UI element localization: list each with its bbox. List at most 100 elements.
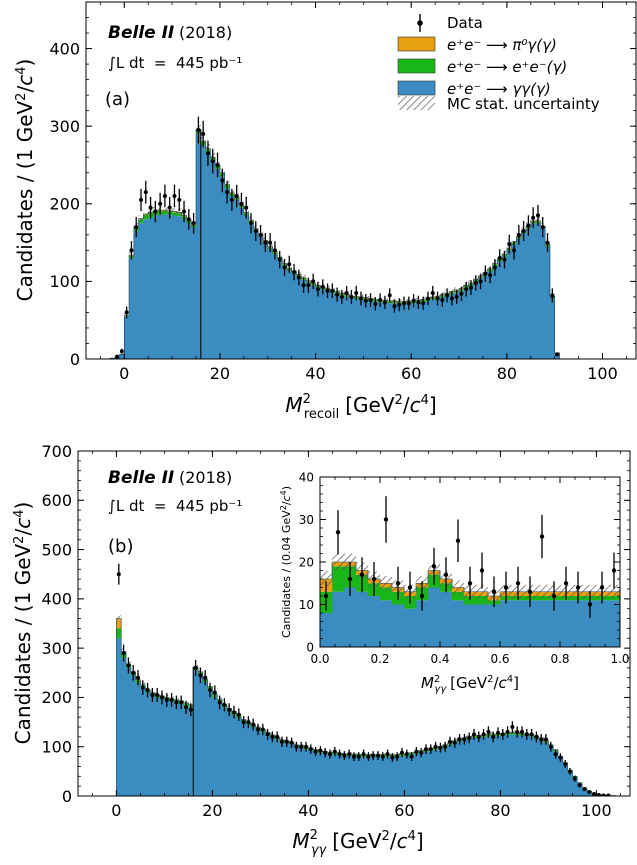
data-point	[444, 573, 448, 577]
data-point	[168, 206, 172, 210]
bar-gg	[292, 274, 297, 359]
bar-gg	[433, 750, 438, 796]
x-tick-label: 100	[587, 364, 618, 383]
data-point	[196, 128, 200, 132]
data-point	[582, 787, 586, 791]
bar-gg	[548, 747, 553, 796]
data-point	[194, 666, 198, 670]
bar-gg	[421, 302, 426, 359]
bar-gg	[121, 658, 126, 796]
data-point	[360, 573, 364, 577]
data-point	[340, 295, 344, 299]
data-point	[525, 732, 529, 736]
data-point	[443, 745, 447, 749]
bar-gg	[534, 738, 539, 796]
data-point	[290, 741, 294, 745]
bar-gg	[395, 757, 400, 796]
x-tick-label: 0.2	[370, 652, 389, 666]
data-point	[362, 752, 366, 756]
data-point	[222, 703, 226, 707]
data-point	[568, 769, 572, 773]
mc-stat-band	[116, 615, 121, 622]
data-point	[198, 673, 202, 677]
inset-ylabel: Candidates / (0.04 GeV2/c4)	[279, 486, 293, 638]
bar-gg	[217, 702, 222, 796]
bar-gg	[411, 303, 416, 359]
data-point	[573, 777, 577, 781]
bar-gg	[473, 281, 478, 359]
data-point	[455, 295, 459, 299]
y-tick-label: 0	[70, 350, 80, 369]
data-point	[477, 735, 481, 739]
legend-mcstat: MC stat. uncertainty	[398, 95, 600, 113]
bar-gg	[320, 289, 325, 359]
bar-gg	[486, 736, 491, 796]
x-tick-label: 60	[401, 364, 421, 383]
data-point	[445, 293, 449, 297]
legend-data: Data	[417, 14, 483, 32]
data-point	[336, 530, 340, 534]
bar-gg	[476, 605, 488, 648]
data-point	[483, 272, 487, 276]
y-tick-label: 200	[49, 195, 80, 214]
bar-gg	[512, 600, 524, 647]
data-point	[421, 301, 425, 305]
bar-gg	[227, 711, 232, 796]
bar-gg	[478, 278, 483, 359]
y-tick-label: 400	[49, 39, 80, 58]
bar-gg	[289, 744, 294, 796]
bar-gg	[414, 754, 419, 796]
data-point	[177, 198, 181, 202]
data-point	[414, 750, 418, 754]
bar-gg	[260, 732, 265, 796]
data-point	[273, 248, 277, 252]
data-point	[371, 754, 375, 758]
bar-gg	[203, 683, 208, 796]
bar-gg	[206, 153, 211, 359]
bar-gg	[124, 316, 129, 359]
x-tick-label: 0.6	[490, 652, 509, 666]
data-point	[550, 293, 554, 297]
data-point	[592, 792, 596, 796]
data-point	[472, 732, 476, 736]
bar-gg	[438, 749, 443, 796]
data-point	[237, 713, 241, 717]
data-point	[564, 581, 568, 585]
bar-gg	[544, 743, 549, 796]
data-point	[386, 752, 390, 756]
data-point	[246, 720, 250, 724]
data-point	[270, 735, 274, 739]
data-point	[504, 585, 508, 589]
bar-gg	[131, 675, 136, 796]
data-point	[412, 299, 416, 303]
bar-gg	[143, 219, 148, 359]
data-point	[453, 741, 457, 745]
data-point	[462, 737, 466, 741]
bar-gg	[134, 231, 139, 359]
bar-gg	[140, 688, 145, 796]
data-point	[187, 217, 191, 221]
bar-gg	[497, 261, 502, 359]
y-tick-label: 100	[49, 272, 80, 291]
data-point	[416, 300, 420, 304]
bar-gg	[483, 275, 488, 359]
data-point	[440, 298, 444, 302]
bar-gg	[510, 734, 515, 796]
data-point	[345, 291, 349, 295]
data-point	[318, 749, 322, 753]
data-point	[600, 585, 604, 589]
data-point	[493, 265, 497, 269]
data-point	[491, 735, 495, 739]
data-point	[131, 671, 135, 675]
bar-gg	[443, 747, 448, 796]
x-tick-label: 40	[305, 364, 325, 383]
data-point	[467, 736, 471, 740]
data-point	[292, 270, 296, 274]
data-point	[376, 754, 380, 758]
bar-gg	[406, 303, 411, 359]
data-point	[488, 273, 492, 277]
bar-gg	[153, 215, 158, 359]
